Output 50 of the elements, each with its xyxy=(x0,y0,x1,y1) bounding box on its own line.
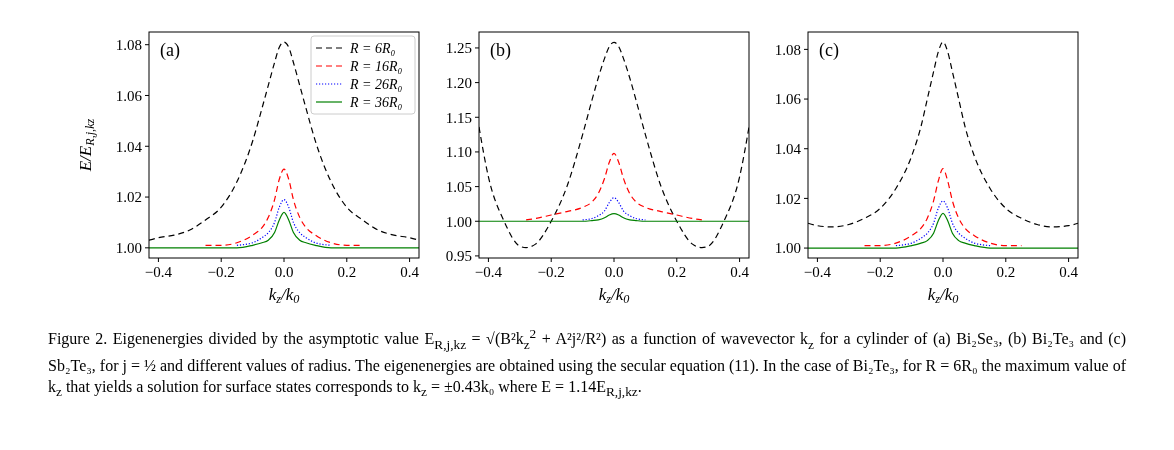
x-tick-label: 0.4 xyxy=(400,264,420,280)
x-axis-title: k$_{z}$/k$_{0}$ xyxy=(268,285,300,306)
x-tick-label: 0.0 xyxy=(604,264,624,280)
x-tick-label: −0.2 xyxy=(207,264,235,280)
x-axis-title: k$_{z}$/k$_{0}$ xyxy=(927,285,959,306)
y-tick-label: 0.95 xyxy=(445,248,472,265)
legend-label: R = 6R₀ xyxy=(349,40,396,56)
x-tick-label: −0.4 xyxy=(144,264,173,280)
x-tick-label: 0.4 xyxy=(730,264,750,280)
y-tick-label: 1.06 xyxy=(115,87,143,104)
x-tick-label: 0.2 xyxy=(996,264,1016,280)
x-tick-label: 0.4 xyxy=(1059,264,1079,280)
y-tick-label: 1.15 xyxy=(445,109,472,126)
line-series xyxy=(236,199,332,246)
legend-label: R = 16R₀ xyxy=(349,58,403,74)
y-tick-label: 1.04 xyxy=(115,138,143,155)
x-tick-label: −0.2 xyxy=(866,264,894,280)
line-series xyxy=(808,212,1078,249)
x-tick-label: −0.4 xyxy=(474,264,503,280)
line-series xyxy=(149,211,419,249)
y-tick-label: 1.00 xyxy=(445,213,472,230)
legend-label: R = 26R₀ xyxy=(349,76,403,92)
x-tick-label: −0.4 xyxy=(803,264,832,280)
line-series xyxy=(525,152,703,221)
line-series xyxy=(895,200,991,247)
x-tick-label: −0.2 xyxy=(537,264,565,280)
y-tick-label: 1.04 xyxy=(774,140,802,157)
y-tick-label: 1.00 xyxy=(774,240,801,257)
annotation: (c) xyxy=(819,40,839,61)
y-tick-label: 1.08 xyxy=(774,41,801,58)
x-tick-label: 0.0 xyxy=(933,264,953,280)
legend-label: R = 36R₀ xyxy=(349,94,403,110)
annotation: (b) xyxy=(490,40,511,61)
y-tick-label: 1.06 xyxy=(774,91,802,108)
y-tick-label: 1.20 xyxy=(445,74,472,91)
y-tick-label: 1.08 xyxy=(115,36,142,53)
y-tick-label: 1.25 xyxy=(445,40,472,57)
x-tick-label: 0.2 xyxy=(667,264,687,280)
y-tick-label: 1.00 xyxy=(115,240,142,257)
y-tick-label: 1.10 xyxy=(445,144,472,161)
line-series xyxy=(582,197,646,221)
text: Figure 2. Eigenenergies divided by the asymptotic value E$_{R,j,kz}$ = √(B²k$_{z}$$^{2}$ + A²j²/R²) as a function of wavevector k$_{z}$ for a cylinder of (a) Bi₂Se₃, (b) Bi₂Te₃ and (c) Sb₂Te₃, for j = ½ and different values of radius. The eigenenergies are obtained using the secular equation (11). In the case of Bi₂Te₃, for R = 6R₀ the maximum value of k$_{z}$ that yields a solution for surface states corresponds to k$_{z}$ = ±0.43k₀ where E = 1.14E$_{R,j,kz}$. xyxy=(48,326,1126,399)
x-axis-title: k$_{z}$/k$_{0}$ xyxy=(598,285,630,306)
y-tick-label: 1.02 xyxy=(115,189,142,206)
x-tick-label: 0.2 xyxy=(337,264,357,280)
y-tick-label: 1.05 xyxy=(445,178,472,195)
y-tick-label: 1.02 xyxy=(774,190,801,207)
annotation: (a) xyxy=(160,40,180,61)
x-tick-label: 0.0 xyxy=(274,264,294,280)
line-series xyxy=(479,213,749,222)
